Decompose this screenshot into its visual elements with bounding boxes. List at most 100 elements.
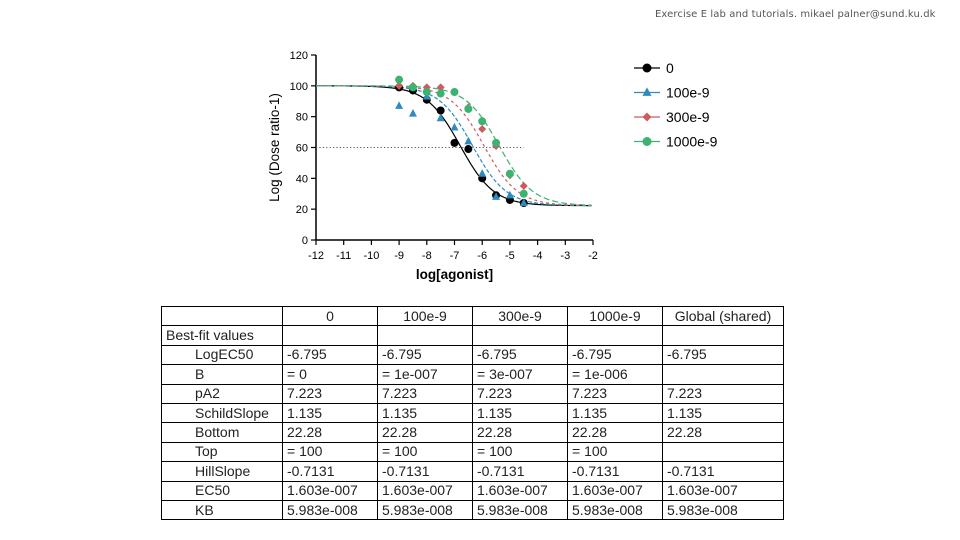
table-cell: = 100 — [282, 441, 378, 463]
legend-marker — [642, 63, 652, 73]
row-label: SchildSlope — [161, 402, 283, 424]
table-cell: = 100 — [472, 441, 568, 463]
table-row: B = 0 = 1e-007 = 3e-007 = 1e-006 — [161, 364, 784, 385]
x-tick-label: -3 — [560, 250, 570, 262]
data-point — [519, 189, 528, 198]
table-cell: = 100 — [377, 441, 473, 463]
table-row: Top = 100 = 100 = 100 = 100 — [161, 441, 784, 463]
table-cell: = 0 — [282, 364, 378, 385]
x-tick-label: -7 — [450, 250, 460, 262]
header-cell: 100e-9 — [377, 305, 473, 327]
data-point — [422, 88, 431, 96]
table-row: pA2 7.223 7.223 7.223 7.223 7.223 — [161, 383, 784, 404]
y-tick-label: 60 — [296, 143, 308, 155]
x-tick-label: -5 — [505, 250, 515, 262]
legend-marker — [642, 137, 652, 146]
schild-chart: 0 20 40 60 80 100 120 -12 -11 -10 -9 -8 -7 -6 -5 -4 -3 -2… — [267, 50, 718, 282]
table-cell: 5.983e-008 — [282, 499, 378, 521]
data-point — [450, 88, 459, 96]
header-cell — [161, 305, 283, 327]
table-cell: 22.28 — [472, 422, 568, 443]
table-cell: 1.135 — [567, 402, 663, 424]
legend-marker — [642, 87, 652, 96]
row-label: B — [161, 364, 283, 385]
data-point — [464, 145, 473, 154]
x-tick-label: -6 — [477, 250, 487, 262]
data-point — [395, 81, 404, 90]
table-cell: = 1e-006 — [567, 364, 663, 385]
table-row: HillSlope -0.7131 -0.7131 -0.7131 -0.7131 -0.… — [161, 461, 784, 482]
table-cell: 5.983e-008 — [472, 499, 568, 521]
row-label: Top — [161, 441, 283, 463]
table-cell: 7.223 — [282, 383, 378, 404]
data-point — [395, 75, 404, 84]
best-fit-table: 0 100e-9 300e-9 1000e-9 Global (shared) … — [161, 305, 784, 521]
legend-label: 300e-9 — [666, 109, 710, 125]
legend-marker — [642, 112, 652, 122]
data-points — [395, 75, 528, 207]
data-point — [492, 138, 501, 147]
data-point — [478, 117, 487, 126]
table-cell: -6.795 — [662, 344, 784, 366]
table-cell: 7.223 — [662, 383, 784, 404]
x-tick-label: -11 — [336, 250, 351, 262]
y-tick-label: 100 — [290, 81, 308, 93]
y-axis-label: Log (Dose ratio-1) — [267, 93, 282, 202]
table-cell — [662, 441, 784, 463]
table-cell: -0.7131 — [567, 461, 663, 482]
data-point — [450, 138, 459, 147]
table-cell: = 1e-007 — [377, 364, 473, 385]
header-cell: Global (shared) — [662, 305, 784, 327]
table-cell: 1.603e-007 — [282, 480, 378, 501]
table-cell: 5.983e-008 — [377, 499, 473, 521]
data-point — [519, 182, 528, 191]
data-point — [436, 113, 445, 122]
data-point — [505, 190, 514, 199]
table-cell: 5.983e-008 — [567, 499, 663, 521]
table-row: SchildSlope 1.135 1.135 1.135 1.135 1.135 — [161, 402, 784, 424]
data-point — [395, 101, 404, 109]
table-cell: -6.795 — [377, 344, 473, 366]
table-row: Bottom 22.28 22.28 22.28 22.28 22.28 — [161, 422, 784, 443]
table-cell: 7.223 — [567, 383, 663, 404]
table-section-row: Best-fit values — [161, 325, 784, 346]
table-cell: 5.983e-008 — [662, 499, 784, 521]
table-cell: -6.795 — [567, 344, 663, 366]
table-cell: -0.7131 — [662, 461, 784, 482]
row-label: KB — [161, 499, 283, 521]
row-label: LogEC50 — [161, 344, 283, 366]
data-point — [464, 136, 473, 145]
data-point — [408, 83, 417, 92]
data-point — [436, 89, 445, 98]
table-cell: 1.135 — [472, 402, 568, 424]
chart-axes: 0 20 40 60 80 100 120 -12 -11 -10 -9 -8 -7 -6 -5 -4 -3 -2… — [267, 50, 598, 282]
header-cell: 1000e-9 — [567, 305, 663, 327]
table-row: KB 5.983e-008 5.983e-008 5.983e-008 5.983e-0… — [161, 499, 784, 521]
table-header-row: 0 100e-9 300e-9 1000e-9 Global (shared) — [161, 305, 784, 327]
y-tick-label: 120 — [290, 50, 308, 62]
table-cell: = 3e-007 — [472, 364, 568, 385]
x-axis-label: log[agonist] — [416, 267, 493, 282]
header-cell: 0 — [282, 305, 378, 327]
table-cell: -6.795 — [282, 344, 378, 366]
table-cell — [662, 364, 784, 385]
data-point — [519, 198, 528, 207]
row-label: EC50 — [161, 480, 283, 501]
table-row: LogEC50 -6.795 -6.795 -6.795 -6.795 -6.795 — [161, 344, 784, 366]
table-cell: = 100 — [567, 441, 663, 463]
legend-label: 1000e-9 — [666, 134, 718, 150]
x-tick-label: -9 — [394, 250, 404, 262]
table-cell: 1.135 — [377, 402, 473, 424]
y-tick-label: 20 — [296, 204, 308, 216]
table-cell: -0.7131 — [377, 461, 473, 482]
y-tick-label: 80 — [296, 112, 308, 124]
x-tick-label: -2 — [588, 250, 598, 262]
table-cell: 22.28 — [662, 422, 784, 443]
row-label: pA2 — [161, 383, 283, 404]
data-point — [505, 169, 514, 178]
table-cell: 1.603e-007 — [472, 480, 568, 501]
table-cell: -0.7131 — [472, 461, 568, 482]
table-cell: 7.223 — [377, 383, 473, 404]
table-cell: 1.603e-007 — [567, 480, 663, 501]
table-cell: 7.223 — [472, 383, 568, 404]
